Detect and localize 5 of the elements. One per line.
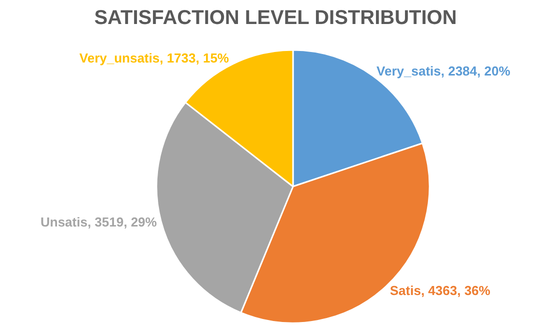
slice-label: Very_satis, 2384, 20% — [376, 63, 511, 78]
slice-label: Unsatis, 3519, 29% — [40, 214, 158, 230]
chart-title: SATISFACTION LEVEL DISTRIBUTION — [94, 6, 457, 29]
slice-label: Very_unsatis, 1733, 15% — [79, 50, 230, 66]
slice-label: Satis, 4363, 36% — [390, 282, 491, 298]
